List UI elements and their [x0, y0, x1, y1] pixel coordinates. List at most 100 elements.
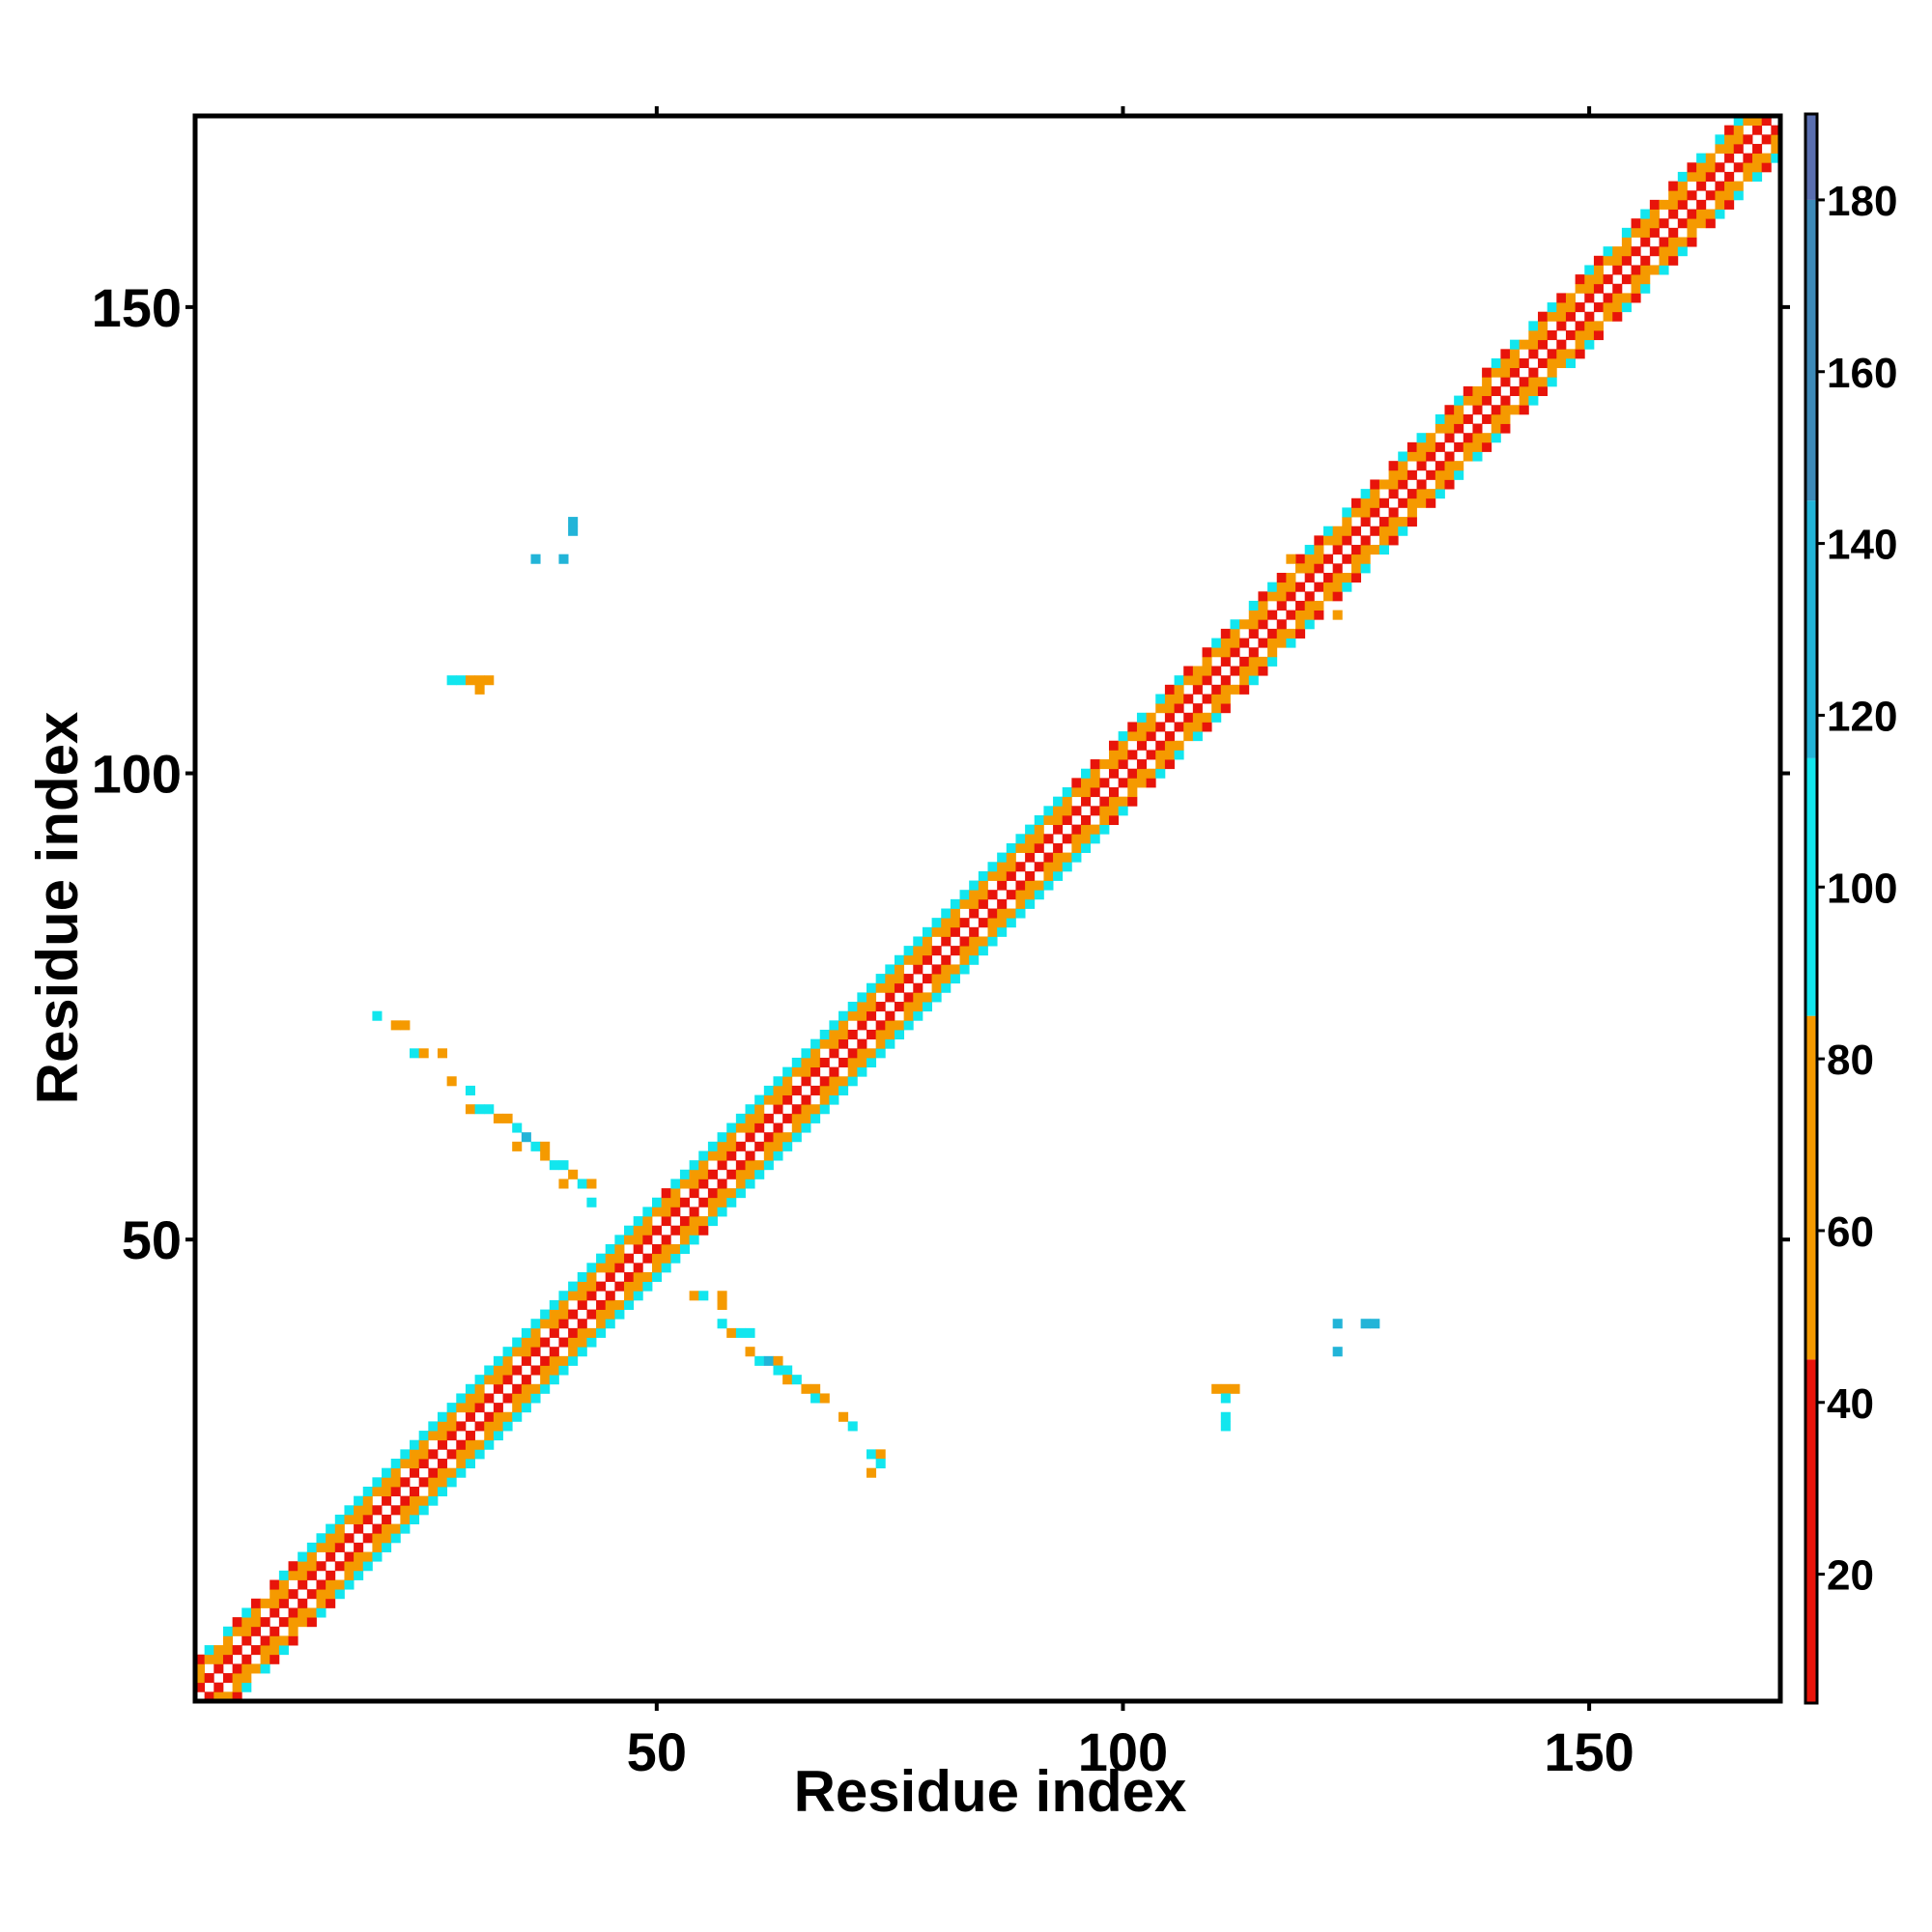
heatmap-cell [1406, 441, 1417, 452]
heatmap-cell [1239, 638, 1250, 648]
heatmap-cell [465, 1393, 475, 1404]
heatmap-cell [689, 1225, 699, 1236]
heatmap-cell [773, 1151, 783, 1161]
heatmap-cell [1631, 274, 1641, 285]
heatmap-cell [1043, 880, 1054, 891]
heatmap-cell [530, 1327, 541, 1338]
heatmap-cell [1342, 572, 1352, 583]
heatmap-cell [232, 1645, 242, 1656]
heatmap-cell [1202, 647, 1212, 658]
heatmap-cell [484, 1393, 495, 1404]
heatmap-cell [1687, 227, 1697, 238]
heatmap-cell [1416, 479, 1427, 490]
heatmap-cell [1640, 283, 1651, 294]
heatmap-cell [1733, 162, 1744, 173]
heatmap-cell [1155, 759, 1166, 770]
heatmap-cell [1332, 545, 1343, 555]
heatmap-cell [1034, 862, 1044, 872]
heatmap-cell [726, 1141, 737, 1151]
heatmap-cell [614, 1253, 625, 1264]
heatmap-cell [1659, 265, 1669, 275]
heatmap-cell [502, 1113, 513, 1123]
heatmap-cell [661, 1207, 671, 1217]
heatmap-cell [1127, 768, 1138, 779]
heatmap-cell [689, 1169, 699, 1179]
heatmap-cell [270, 1626, 280, 1636]
heatmap-cell [754, 1122, 765, 1133]
heatmap-cell [717, 1299, 727, 1310]
plot-frame [192, 113, 1783, 1704]
heatmap-cell [875, 1020, 886, 1031]
heatmap-cell [540, 1337, 551, 1348]
heatmap-cell [969, 890, 980, 900]
heatmap-cell [1323, 572, 1334, 583]
heatmap-cell [1276, 600, 1287, 611]
heatmap-cell [810, 1393, 821, 1404]
heatmap-cell [446, 1477, 457, 1488]
heatmap-cell [334, 1589, 345, 1600]
heatmap-cell [624, 1253, 635, 1264]
heatmap-cell [1575, 321, 1585, 331]
heatmap-cell [1155, 750, 1166, 760]
heatmap-cell [474, 1421, 485, 1432]
heatmap-cell [726, 1151, 737, 1161]
heatmap-cell [530, 1337, 541, 1348]
heatmap-cell [661, 1188, 671, 1199]
heatmap-cell [1603, 311, 1613, 322]
heatmap-cell [1286, 582, 1296, 592]
heatmap-cell [791, 1066, 802, 1077]
heatmap-cell [1202, 666, 1212, 676]
heatmap-cell [1053, 862, 1064, 872]
heatmap-cell [512, 1337, 523, 1348]
heatmap-cell [931, 982, 942, 993]
heatmap-cell [326, 1551, 336, 1562]
heatmap-cell [1286, 628, 1296, 639]
heatmap-cell [1463, 395, 1473, 406]
heatmap-cell [428, 1467, 439, 1478]
heatmap-cell [1146, 768, 1156, 779]
heatmap-cell [1370, 497, 1380, 508]
heatmap-cell [418, 1495, 429, 1506]
heatmap-cell [819, 1038, 830, 1049]
heatmap-cell [763, 1151, 774, 1161]
heatmap-cell [1081, 778, 1092, 788]
heatmap-cell [698, 1169, 709, 1179]
heatmap-cell [1416, 461, 1427, 471]
heatmap-cell [222, 1635, 234, 1646]
heatmap-cell [1565, 349, 1577, 359]
heatmap-cell [950, 908, 960, 919]
heatmap-cell [1332, 526, 1343, 536]
heatmap-cell [195, 1673, 206, 1684]
heatmap-cell [978, 890, 988, 900]
heatmap-cell [428, 1449, 439, 1460]
heatmap-cell [1350, 507, 1362, 518]
heatmap-cell [987, 908, 998, 919]
heatmap-cell [894, 1029, 905, 1040]
heatmap-cell [577, 1319, 587, 1329]
heatmap-cell [941, 918, 952, 928]
heatmap-cell [410, 1459, 420, 1469]
heatmap-cell [1649, 265, 1660, 275]
heatmap-cell [1174, 675, 1184, 686]
heatmap-cell [540, 1355, 551, 1366]
heatmap-cell [493, 1113, 503, 1123]
heatmap-cell [978, 880, 988, 891]
heatmap-cell [1649, 199, 1660, 210]
heatmap-cell [931, 974, 942, 984]
heatmap-cell [1248, 656, 1259, 667]
heatmap-cell [1081, 834, 1092, 844]
heatmap-cell [913, 992, 923, 1003]
heatmap-cell [270, 1635, 280, 1646]
heatmap-cell [1015, 890, 1026, 900]
heatmap-cell [326, 1589, 336, 1600]
heatmap-cell [1472, 423, 1483, 434]
heatmap-cell [1006, 842, 1016, 853]
heatmap-cell [1538, 385, 1548, 396]
heatmap-cell [1556, 293, 1567, 303]
heatmap-cell [1230, 666, 1240, 676]
heatmap-cell [1426, 489, 1436, 499]
heatmap-cell [1015, 834, 1026, 844]
heatmap-cell [362, 1495, 373, 1506]
heatmap-cell [1761, 162, 1772, 173]
heatmap-cell [1649, 209, 1660, 219]
